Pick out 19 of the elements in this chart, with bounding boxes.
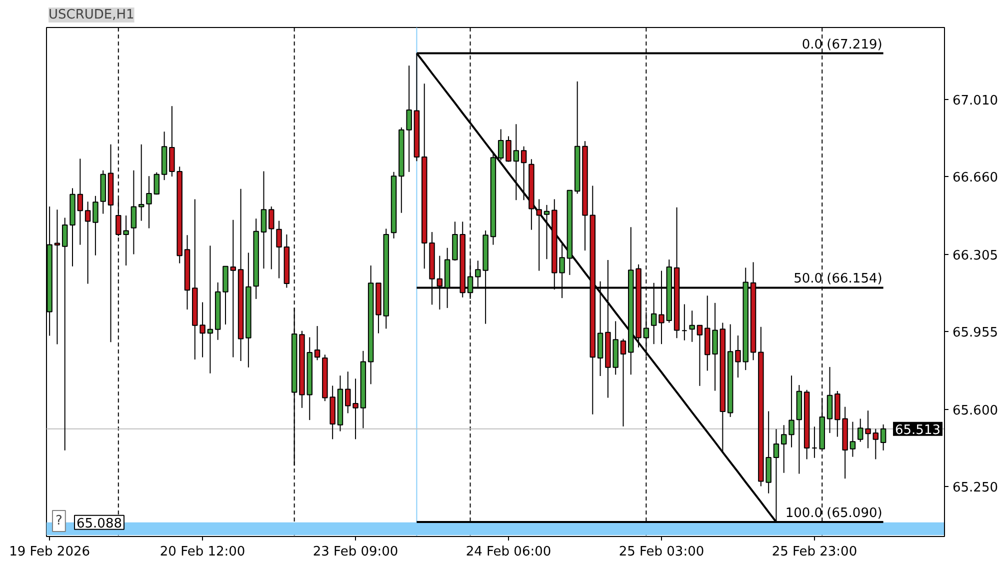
x-tick-label: 20 Feb 12:00 bbox=[160, 544, 246, 560]
x-tick-label: 25 Feb 03:00 bbox=[618, 544, 704, 560]
x-tick-label: 24 Feb 06:00 bbox=[466, 544, 552, 560]
y-tick-label: 66.660 bbox=[952, 170, 998, 186]
ref-line-label: 65.513 bbox=[895, 422, 941, 438]
chart-title: USCRUDE,H1 bbox=[48, 8, 134, 22]
x-tick-label: 19 Feb 2026 bbox=[9, 544, 90, 560]
y-tick-label: 65.250 bbox=[952, 480, 998, 496]
y-tick-label: 65.600 bbox=[952, 404, 998, 419]
band-label: 65.088 bbox=[76, 516, 122, 532]
y-tick-label: 67.010 bbox=[952, 93, 998, 108]
annotation: ? bbox=[56, 514, 62, 528]
x-tick-label: 25 Feb 23:00 bbox=[772, 544, 858, 560]
y-tick-label: 66.305 bbox=[952, 248, 998, 264]
y-tick-label: 65.955 bbox=[952, 326, 998, 341]
x-tick-label: 23 Feb 09:00 bbox=[312, 544, 398, 560]
series-label: 0.0 (67.219) bbox=[802, 37, 882, 52]
series-label: 100.0 (65.090) bbox=[785, 506, 882, 521]
series-label: 50.0 (66.154) bbox=[794, 272, 882, 287]
